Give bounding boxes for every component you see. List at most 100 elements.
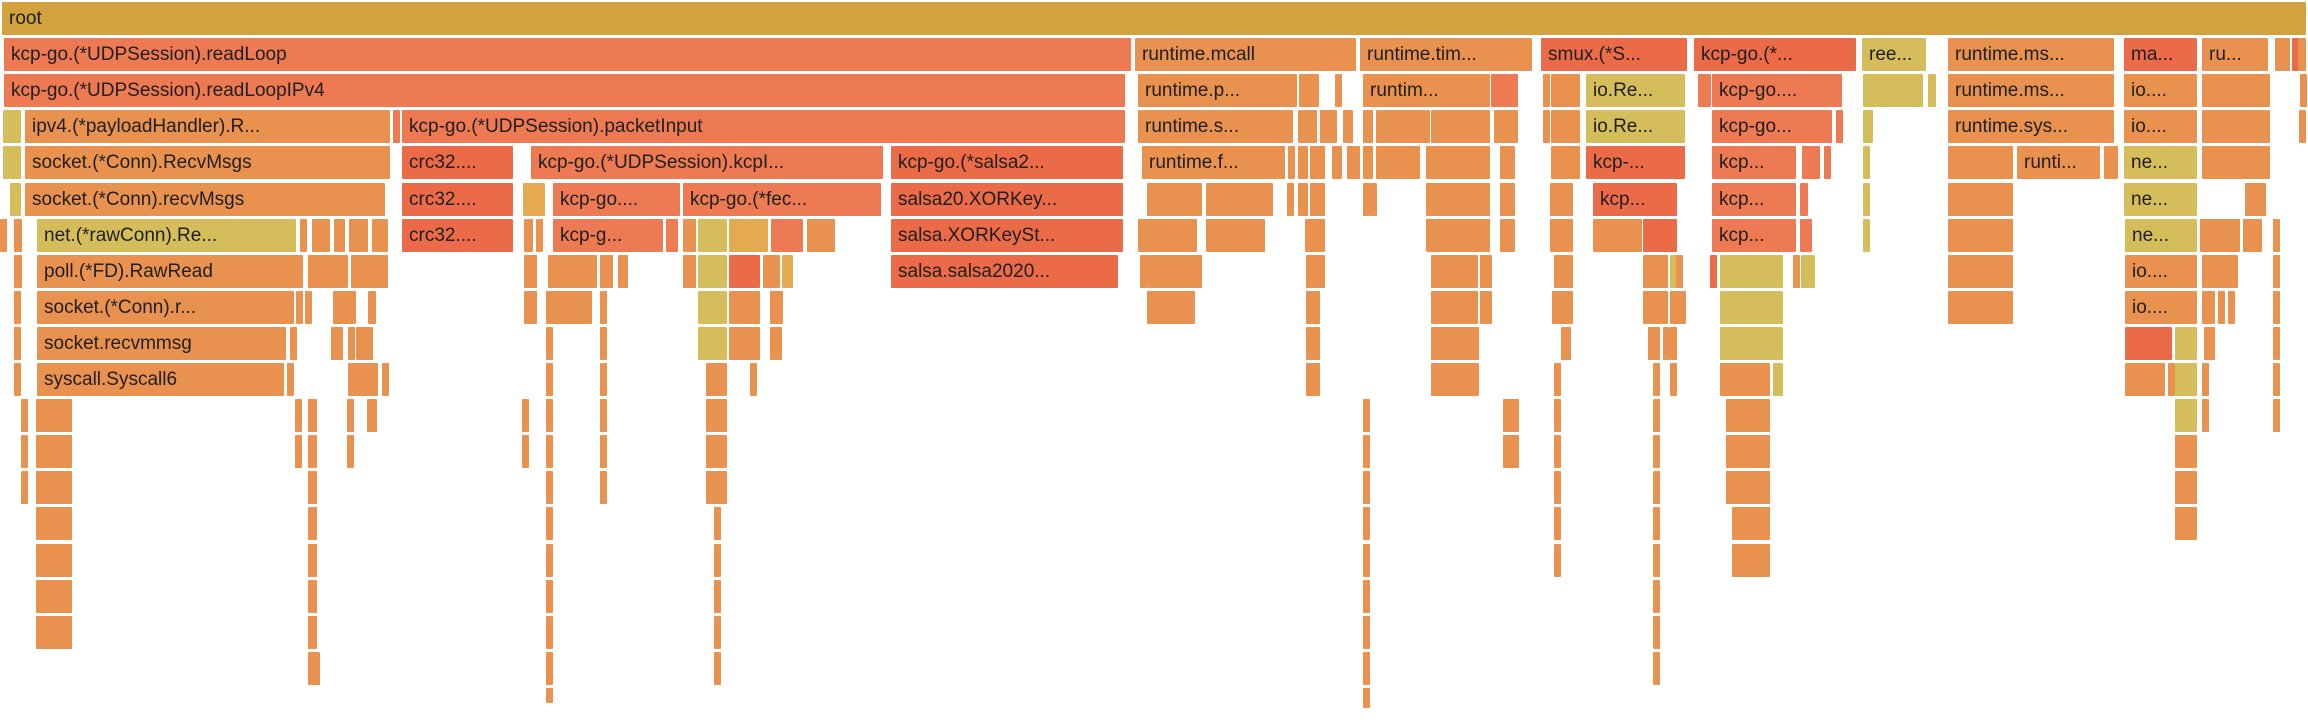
flame-frame[interactable] [714, 506, 721, 540]
flame-frame[interactable] [347, 398, 354, 432]
flame-frame[interactable] [548, 254, 597, 288]
flame-frame[interactable] [10, 145, 21, 179]
flame-frame[interactable] [1554, 506, 1561, 540]
flame-frame[interactable] [773, 254, 780, 288]
flame-frame[interactable] [1491, 73, 1518, 107]
flame-frame[interactable] [1363, 109, 1373, 143]
flame-frame[interactable] [2202, 109, 2270, 143]
flame-frame[interactable] [706, 434, 727, 468]
flame-frame[interactable] [1353, 145, 1360, 179]
flame-frame-ma[interactable]: ma... [2124, 37, 2197, 71]
flame-frame[interactable] [1480, 254, 1487, 288]
flame-frame[interactable] [600, 254, 607, 288]
flame-frame[interactable] [367, 398, 377, 432]
flame-frame[interactable] [1431, 326, 1479, 360]
flame-frame[interactable] [1836, 109, 1843, 143]
flame-frame[interactable] [2218, 290, 2225, 324]
flame-frame-syscall-syscall6[interactable]: syscall.Syscall6 [37, 362, 284, 396]
flame-frame[interactable] [1948, 218, 2013, 252]
flame-frame[interactable] [1863, 73, 1923, 107]
flame-frame[interactable] [308, 506, 317, 540]
flame-frame[interactable] [356, 326, 373, 360]
flame-frame[interactable] [2104, 145, 2111, 179]
flame-frame[interactable] [393, 109, 400, 143]
flame-frame-runtime-sys[interactable]: runtime.sys... [1948, 109, 2114, 143]
flame-frame[interactable] [1863, 182, 1870, 216]
flame-frame[interactable] [1543, 73, 1550, 107]
flame-frame[interactable] [1298, 109, 1317, 143]
flame-frame-ipv4-payloadhandler-r[interactable]: ipv4.(*payloadHandler).R... [25, 109, 390, 143]
flame-frame[interactable] [1306, 326, 1320, 360]
flame-frame[interactable] [1670, 290, 1677, 324]
flame-frame[interactable] [1698, 73, 1705, 107]
flame-frame[interactable] [1363, 687, 1370, 708]
flame-frame[interactable] [295, 434, 302, 468]
flame-frame[interactable] [698, 254, 727, 288]
flame-frame[interactable] [1643, 290, 1668, 324]
flame-frame[interactable] [1663, 326, 1670, 360]
flame-frame-kcp-go[interactable]: kcp-go.... [553, 182, 680, 216]
flame-frame[interactable] [2275, 37, 2290, 71]
flame-frame[interactable] [2175, 470, 2197, 504]
flame-frame[interactable] [2298, 37, 2306, 71]
flame-frame[interactable] [313, 651, 320, 685]
flame-frame[interactable] [546, 543, 553, 577]
flame-frame-kcp-go[interactable]: kcp-go.(*... [1694, 37, 1856, 71]
flame-frame[interactable] [1732, 506, 1770, 540]
flame-frame[interactable] [683, 254, 690, 288]
flame-frame[interactable] [714, 543, 721, 577]
flame-frame-kcp-go-udpsession-kcpi[interactable]: kcp-go.(*UDPSession).kcpI... [531, 145, 883, 179]
flame-frame[interactable] [775, 326, 782, 360]
flame-frame[interactable] [552, 290, 592, 324]
flame-frame[interactable] [21, 470, 28, 504]
flame-frame[interactable] [2255, 218, 2262, 252]
flame-frame[interactable] [1138, 218, 1145, 252]
flame-frame[interactable] [1147, 290, 1195, 324]
flame-frame[interactable] [1500, 109, 1518, 143]
flame-frame[interactable] [1206, 218, 1265, 252]
flame-frame-socket-conn-recvmsgs[interactable]: socket.(*Conn).RecvMsgs [25, 145, 390, 179]
flame-frame[interactable] [1800, 182, 1808, 216]
flame-frame[interactable] [1554, 470, 1561, 504]
flame-frame[interactable] [523, 182, 545, 216]
flame-frame[interactable] [308, 579, 317, 613]
flame-frame[interactable] [600, 434, 607, 468]
flame-frame-runtim[interactable]: runtim... [1363, 73, 1490, 107]
flame-frame[interactable] [296, 290, 303, 324]
flame-frame-runti[interactable]: runti... [2017, 145, 2100, 179]
flame-frame[interactable] [729, 218, 768, 252]
flame-frame[interactable] [3, 145, 10, 179]
flame-frame[interactable] [1552, 290, 1573, 324]
flame-frame[interactable] [729, 254, 760, 288]
flame-frame[interactable] [1653, 543, 1660, 577]
flame-frame[interactable] [1306, 362, 1320, 396]
flame-frame-salsa-salsa2020[interactable]: salsa.salsa2020... [891, 254, 1118, 288]
flame-frame[interactable] [1863, 218, 1870, 252]
flame-frame[interactable] [689, 254, 696, 288]
flame-frame[interactable] [1310, 145, 1325, 179]
flame-frame[interactable] [1370, 182, 1377, 216]
flame-frame-kcp-go-udpsession-packetinput[interactable]: kcp-go.(*UDPSession).packetInput [402, 109, 1125, 143]
flame-frame[interactable] [2125, 326, 2172, 360]
flame-frame[interactable] [546, 687, 553, 703]
flame-frame[interactable] [1732, 543, 1770, 577]
flame-frame[interactable] [36, 434, 72, 468]
flame-frame-kcp[interactable]: kcp... [1712, 182, 1796, 216]
flame-frame[interactable] [1648, 326, 1655, 360]
flame-frame[interactable] [546, 362, 553, 396]
flame-frame[interactable] [2273, 398, 2280, 432]
flame-frame[interactable] [714, 615, 721, 649]
flame-frame-kcp-g[interactable]: kcp-g... [553, 218, 663, 252]
flame-frame-kcp[interactable]: kcp... [1712, 218, 1796, 252]
flame-frame[interactable] [1147, 218, 1197, 252]
flame-frame-runtime-s[interactable]: runtime.s... [1138, 109, 1293, 143]
flame-frame-ne[interactable]: ne... [2125, 218, 2197, 252]
flame-frame[interactable] [1800, 218, 1812, 252]
flame-frame[interactable] [2202, 73, 2270, 107]
flame-frame[interactable] [2175, 398, 2197, 432]
flame-frame[interactable] [729, 290, 760, 324]
flame-frame[interactable] [2300, 73, 2307, 107]
flame-frame[interactable] [351, 254, 388, 288]
flame-frame[interactable] [14, 326, 21, 360]
flame-frame[interactable] [1426, 182, 1490, 216]
